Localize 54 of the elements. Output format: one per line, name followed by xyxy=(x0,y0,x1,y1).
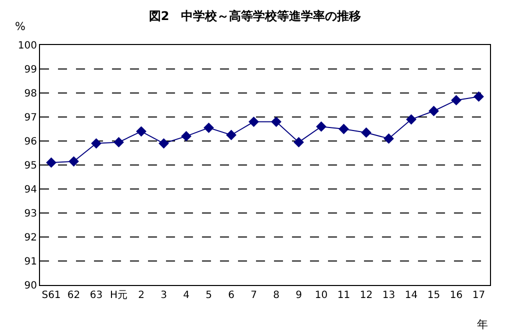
x-tick-label: 13 xyxy=(382,290,396,301)
point xyxy=(451,95,462,106)
y-axis-title: % xyxy=(15,20,26,33)
x-tick-label: 2 xyxy=(138,290,144,301)
point xyxy=(406,114,416,125)
x-tick-label: 14 xyxy=(404,290,418,301)
y-tick-label: 97 xyxy=(24,112,37,124)
y-tick-label: 90 xyxy=(24,280,37,292)
point xyxy=(294,137,304,148)
x-tick-label: 6 xyxy=(228,290,234,301)
point xyxy=(338,124,349,134)
x-tick-label: H元 xyxy=(110,290,128,301)
x-tick-label: 15 xyxy=(427,290,440,301)
y-tick-label: 100 xyxy=(18,40,37,52)
x-tick-label: 11 xyxy=(337,290,350,301)
x-tick-label: 62 xyxy=(67,290,80,301)
point xyxy=(181,131,192,142)
point xyxy=(271,116,282,127)
x-tick-label: 4 xyxy=(183,290,190,301)
point xyxy=(226,130,236,140)
point xyxy=(204,122,214,133)
x-tick-label: 3 xyxy=(160,290,167,301)
point xyxy=(316,121,326,132)
x-axis-title: 年 xyxy=(477,318,488,330)
x-tick-label: 9 xyxy=(296,290,302,301)
y-tick-label: 93 xyxy=(24,208,37,220)
x-tick-label: 10 xyxy=(314,290,328,301)
point xyxy=(384,133,394,144)
point xyxy=(361,127,372,138)
point xyxy=(68,156,79,167)
x-tick-label: 5 xyxy=(206,290,212,301)
y-tick-label: 96 xyxy=(24,136,37,148)
x-tick-label: 8 xyxy=(273,290,280,301)
x-tick-label: 12 xyxy=(360,290,373,301)
point xyxy=(248,116,259,127)
point xyxy=(114,137,124,148)
y-tick-label: 94 xyxy=(24,184,37,196)
x-tick-label: 7 xyxy=(250,290,257,301)
y-tick-label: 92 xyxy=(24,232,37,244)
y-tick-label: 98 xyxy=(24,88,37,100)
y-tick-label: 99 xyxy=(24,64,37,76)
point xyxy=(91,138,102,149)
point xyxy=(428,106,439,116)
point xyxy=(136,126,146,137)
point xyxy=(474,91,484,102)
chart-title: 図2 中学校～高等学校等進学率の推移 xyxy=(148,8,362,23)
x-tick-label: 63 xyxy=(90,290,103,301)
y-tick-label: 91 xyxy=(24,256,37,268)
point xyxy=(46,157,56,168)
x-tick-label: S61 xyxy=(42,290,61,301)
y-tick-label: 95 xyxy=(24,160,37,172)
x-tick-label: 16 xyxy=(450,290,463,301)
x-tick-label: 17 xyxy=(472,290,486,301)
point xyxy=(158,138,169,149)
